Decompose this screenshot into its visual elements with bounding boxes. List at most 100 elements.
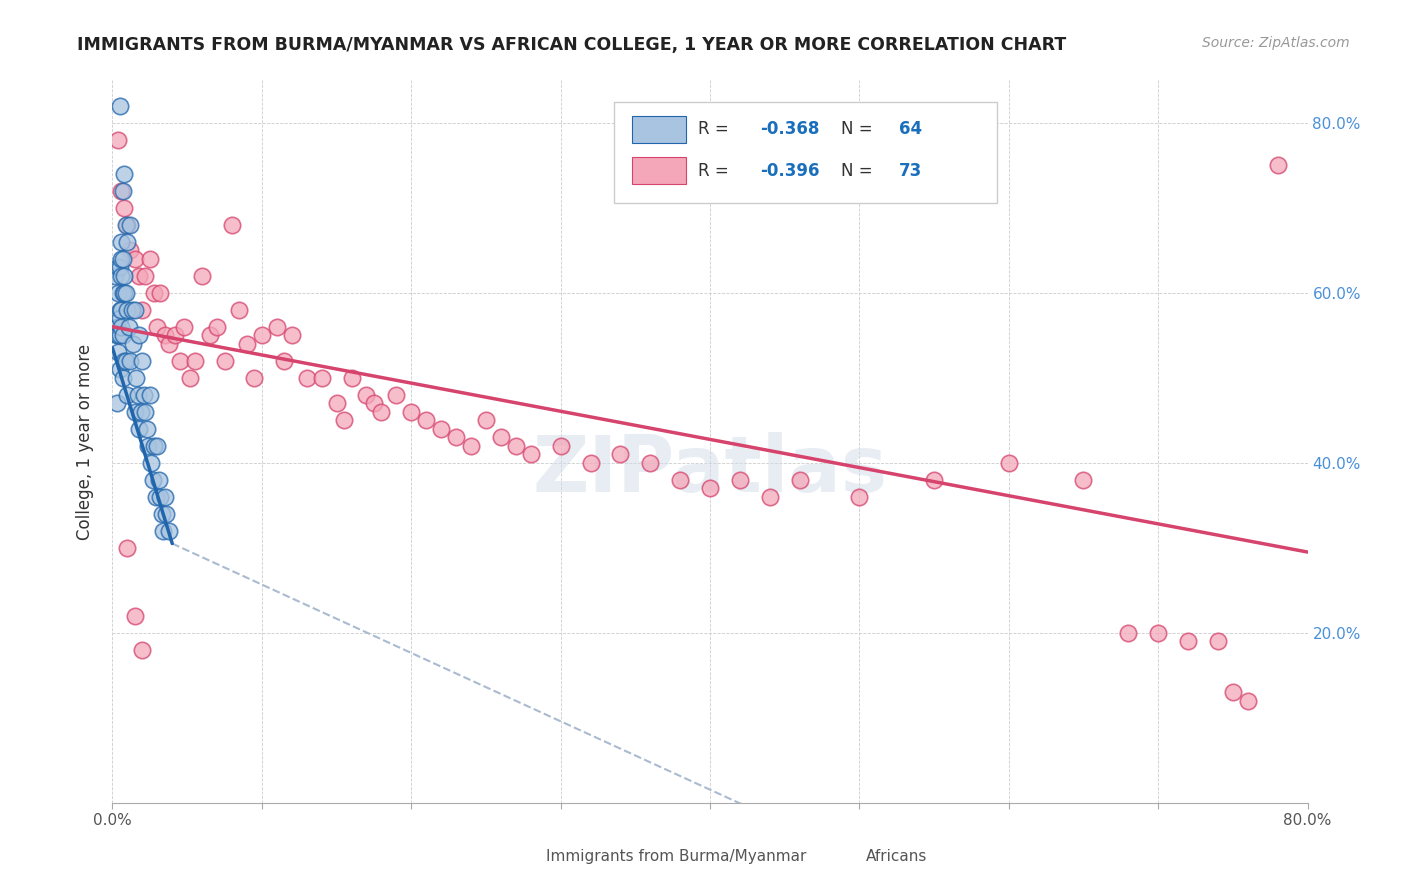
Point bbox=[153, 328, 176, 343]
Point bbox=[139, 252, 162, 266]
Point bbox=[1237, 694, 1260, 708]
Point bbox=[363, 396, 385, 410]
Point bbox=[273, 353, 295, 368]
Point bbox=[111, 184, 134, 198]
Point bbox=[108, 99, 131, 113]
Point bbox=[121, 302, 143, 317]
Point bbox=[138, 439, 160, 453]
Point bbox=[117, 235, 139, 249]
Point bbox=[165, 328, 187, 343]
Point bbox=[169, 353, 191, 368]
Point bbox=[198, 328, 221, 343]
Point bbox=[134, 405, 156, 419]
Point bbox=[117, 541, 139, 555]
Point bbox=[295, 371, 318, 385]
Point bbox=[640, 456, 662, 470]
Point bbox=[356, 388, 378, 402]
Point bbox=[922, 473, 945, 487]
Text: Source: ZipAtlas.com: Source: ZipAtlas.com bbox=[1202, 36, 1350, 50]
Point bbox=[114, 167, 135, 181]
Point bbox=[114, 285, 135, 300]
Point bbox=[146, 319, 169, 334]
Point bbox=[108, 260, 131, 275]
Point bbox=[108, 328, 131, 343]
Point bbox=[221, 218, 243, 232]
Point bbox=[152, 524, 174, 538]
Point bbox=[127, 388, 149, 402]
Point bbox=[579, 456, 602, 470]
Point bbox=[114, 268, 135, 283]
Point bbox=[789, 473, 811, 487]
Point bbox=[111, 371, 134, 385]
Point bbox=[609, 447, 631, 461]
Point bbox=[107, 260, 129, 275]
Point bbox=[139, 388, 162, 402]
Point bbox=[311, 371, 333, 385]
Point bbox=[415, 413, 437, 427]
Point bbox=[1118, 625, 1140, 640]
Point bbox=[107, 285, 129, 300]
Point bbox=[998, 456, 1021, 470]
Point bbox=[340, 371, 363, 385]
Point bbox=[114, 201, 135, 215]
Point bbox=[105, 396, 128, 410]
Point bbox=[131, 353, 153, 368]
Point bbox=[111, 328, 134, 343]
Point bbox=[124, 302, 146, 317]
Point bbox=[129, 405, 152, 419]
Point bbox=[108, 362, 131, 376]
Point bbox=[1073, 473, 1095, 487]
Point bbox=[236, 336, 259, 351]
Text: R =: R = bbox=[699, 161, 734, 179]
Point bbox=[150, 507, 173, 521]
Point bbox=[1222, 685, 1244, 699]
Point bbox=[125, 371, 148, 385]
Point bbox=[120, 353, 142, 368]
Point bbox=[214, 353, 236, 368]
Text: 73: 73 bbox=[898, 161, 922, 179]
Point bbox=[111, 285, 134, 300]
Point bbox=[107, 328, 129, 343]
Point bbox=[107, 133, 129, 147]
Point bbox=[110, 184, 132, 198]
Point bbox=[250, 328, 273, 343]
Point bbox=[122, 336, 145, 351]
Point bbox=[143, 285, 166, 300]
Text: Immigrants from Burma/Myanmar: Immigrants from Burma/Myanmar bbox=[547, 849, 807, 864]
Point bbox=[157, 524, 180, 538]
Point bbox=[1267, 158, 1289, 172]
Point bbox=[115, 285, 138, 300]
Point bbox=[141, 456, 163, 470]
Point bbox=[155, 507, 177, 521]
Point bbox=[124, 405, 146, 419]
Point bbox=[110, 302, 132, 317]
Text: R =: R = bbox=[699, 120, 734, 138]
Point bbox=[550, 439, 572, 453]
Text: Africans: Africans bbox=[866, 849, 927, 864]
Point bbox=[117, 302, 139, 317]
Point bbox=[333, 413, 356, 427]
Point bbox=[117, 388, 139, 402]
Point bbox=[143, 439, 166, 453]
Point bbox=[848, 490, 870, 504]
Text: N =: N = bbox=[842, 161, 879, 179]
Point bbox=[110, 252, 132, 266]
Point bbox=[134, 268, 156, 283]
Point bbox=[430, 422, 453, 436]
Point bbox=[520, 447, 543, 461]
Point bbox=[325, 396, 347, 410]
Point bbox=[146, 439, 169, 453]
FancyBboxPatch shape bbox=[633, 157, 686, 185]
Point bbox=[179, 371, 201, 385]
Point bbox=[115, 218, 138, 232]
Point bbox=[128, 328, 150, 343]
Text: N =: N = bbox=[842, 120, 879, 138]
Point bbox=[117, 218, 139, 232]
Point bbox=[105, 328, 128, 343]
Point bbox=[135, 422, 157, 436]
Point bbox=[149, 285, 172, 300]
Point bbox=[124, 608, 146, 623]
Text: -0.396: -0.396 bbox=[761, 161, 820, 179]
Point bbox=[120, 244, 142, 258]
Point bbox=[128, 422, 150, 436]
